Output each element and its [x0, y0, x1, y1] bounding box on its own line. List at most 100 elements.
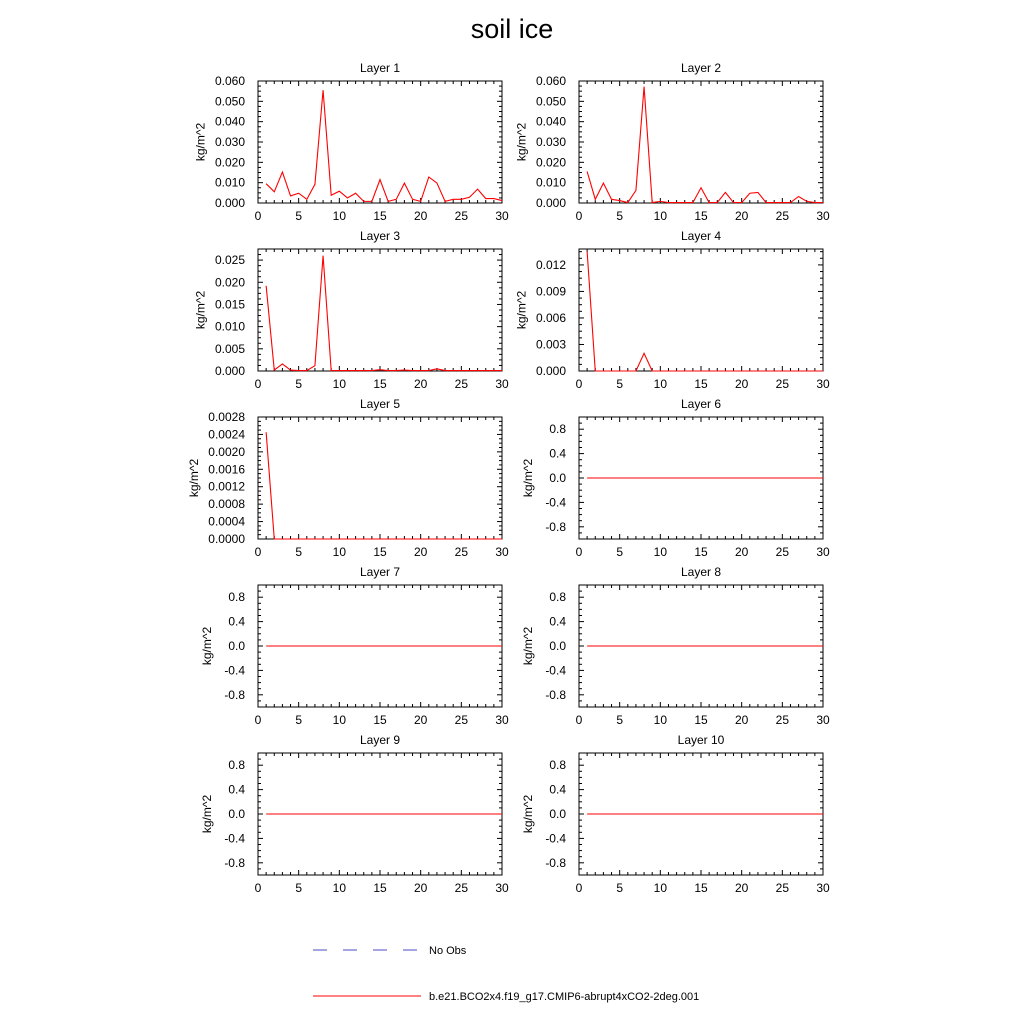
- x-tick-label: 5: [295, 209, 302, 223]
- plot-frame: [257, 416, 503, 540]
- y-tick-label: 0.0024: [208, 427, 245, 441]
- x-tick-label: 0: [255, 545, 262, 559]
- y-tick-label: -0.4: [545, 663, 566, 677]
- x-tick-label: 20: [735, 881, 749, 895]
- x-tick-label: 15: [694, 713, 708, 727]
- x-tick-label: 5: [295, 545, 302, 559]
- y-axis-label: kg/m^2: [515, 123, 529, 162]
- y-tick-label: 0.0: [549, 807, 566, 821]
- x-tick-label: 10: [333, 377, 347, 391]
- panel-title: Layer 9: [360, 733, 400, 747]
- x-tick-label: 15: [373, 209, 387, 223]
- panel-title: Layer 2: [681, 61, 721, 75]
- y-tick-label: -0.4: [224, 663, 245, 677]
- series-line: [265, 432, 502, 540]
- x-tick-label: 5: [295, 377, 302, 391]
- y-tick-label: 0.0016: [208, 462, 245, 476]
- series-line: [265, 90, 503, 203]
- panel-title: Layer 4: [681, 229, 721, 243]
- x-tick-label: 0: [576, 713, 583, 727]
- x-tick-label: 10: [654, 209, 668, 223]
- x-tick-label: 15: [373, 713, 387, 727]
- panel-title: Layer 6: [681, 397, 721, 411]
- y-tick-label: 0.8: [228, 590, 245, 604]
- y-tick-label: 0.8: [549, 422, 566, 436]
- x-tick-label: 25: [776, 713, 790, 727]
- y-tick-label: 0.0028: [208, 410, 245, 424]
- x-tick-label: 25: [455, 881, 469, 895]
- y-tick-label: 0.0: [228, 807, 245, 821]
- x-tick-label: 25: [776, 881, 790, 895]
- y-tick-label: 0.020: [536, 155, 566, 169]
- y-tick-label: 0.060: [536, 74, 566, 88]
- series-line: [586, 86, 823, 204]
- x-tick-label: 20: [414, 881, 428, 895]
- panel-1: Layer 1 0 5 10 15 20 25 30 0.000 0.010 0.020 0.030 0…: [194, 61, 509, 223]
- y-tick-label: 0.040: [536, 115, 566, 129]
- y-tick-label: 0.040: [215, 115, 245, 129]
- x-tick-label: 25: [455, 209, 469, 223]
- y-tick-label: 0.0: [549, 471, 566, 485]
- panel-10: Layer 10 0 5 10 15 20 25 30 -0.8 -0.4 0.0 0.4 0.8 kg/…: [521, 733, 830, 895]
- y-axis-label: kg/m^2: [200, 795, 214, 834]
- y-tick-label: 0.000: [215, 196, 245, 210]
- y-axis-label: kg/m^2: [521, 795, 535, 834]
- x-tick-label: 15: [694, 881, 708, 895]
- panel-5: Layer 5 0 5 10 15 20 25 30 0.0000 0.0004 0.0008 0.0…: [187, 397, 509, 559]
- y-tick-label: 0.005: [215, 342, 245, 356]
- y-tick-label: -0.8: [545, 688, 566, 702]
- y-tick-label: -0.4: [545, 831, 566, 845]
- y-tick-label: 0.012: [536, 258, 566, 272]
- y-tick-label: 0.030: [215, 135, 245, 149]
- x-tick-label: 20: [414, 545, 428, 559]
- x-tick-label: 30: [495, 545, 509, 559]
- x-tick-label: 30: [495, 377, 509, 391]
- x-tick-label: 5: [616, 713, 623, 727]
- y-tick-label: 0.8: [228, 758, 245, 772]
- x-tick-label: 25: [776, 545, 790, 559]
- y-tick-label: 0.0: [549, 639, 566, 653]
- y-tick-label: -0.8: [545, 520, 566, 534]
- y-tick-label: 0.050: [215, 94, 245, 108]
- x-tick-label: 0: [576, 377, 583, 391]
- x-tick-label: 25: [776, 377, 790, 391]
- y-tick-label: 0.000: [536, 196, 566, 210]
- y-tick-label: 0.000: [215, 364, 245, 378]
- x-tick-label: 15: [694, 209, 708, 223]
- y-tick-label: 0.4: [549, 783, 566, 797]
- x-tick-label: 30: [495, 881, 509, 895]
- x-tick-label: 5: [295, 881, 302, 895]
- y-tick-label: 0.003: [536, 337, 566, 351]
- panel-title: Layer 8: [681, 565, 721, 579]
- plot-frame: [578, 80, 824, 204]
- y-tick-label: 0.010: [215, 176, 245, 190]
- plot-frame: [578, 248, 824, 372]
- x-tick-label: 10: [333, 545, 347, 559]
- y-tick-label: -0.8: [224, 856, 245, 870]
- y-tick-label: 0.0012: [208, 480, 245, 494]
- x-tick-label: 25: [455, 545, 469, 559]
- y-tick-label: 0.4: [228, 783, 245, 797]
- x-tick-label: 5: [295, 713, 302, 727]
- x-tick-label: 25: [776, 209, 790, 223]
- y-axis-label: kg/m^2: [194, 291, 208, 330]
- y-tick-label: 0.0004: [208, 515, 245, 529]
- y-tick-label: 0.4: [549, 615, 566, 629]
- x-tick-label: 10: [654, 377, 668, 391]
- x-tick-label: 15: [373, 881, 387, 895]
- y-tick-label: 0.4: [549, 447, 566, 461]
- y-tick-label: -0.8: [545, 856, 566, 870]
- series-line: [586, 251, 823, 372]
- x-tick-label: 20: [414, 209, 428, 223]
- y-tick-label: -0.4: [545, 495, 566, 509]
- x-tick-label: 10: [654, 881, 668, 895]
- y-tick-label: -0.8: [224, 688, 245, 702]
- y-tick-label: 0.015: [215, 297, 245, 311]
- x-tick-label: 5: [616, 209, 623, 223]
- y-tick-label: 0.030: [536, 135, 566, 149]
- x-tick-label: 30: [495, 713, 509, 727]
- x-tick-label: 30: [816, 377, 830, 391]
- y-tick-label: 0.010: [215, 320, 245, 334]
